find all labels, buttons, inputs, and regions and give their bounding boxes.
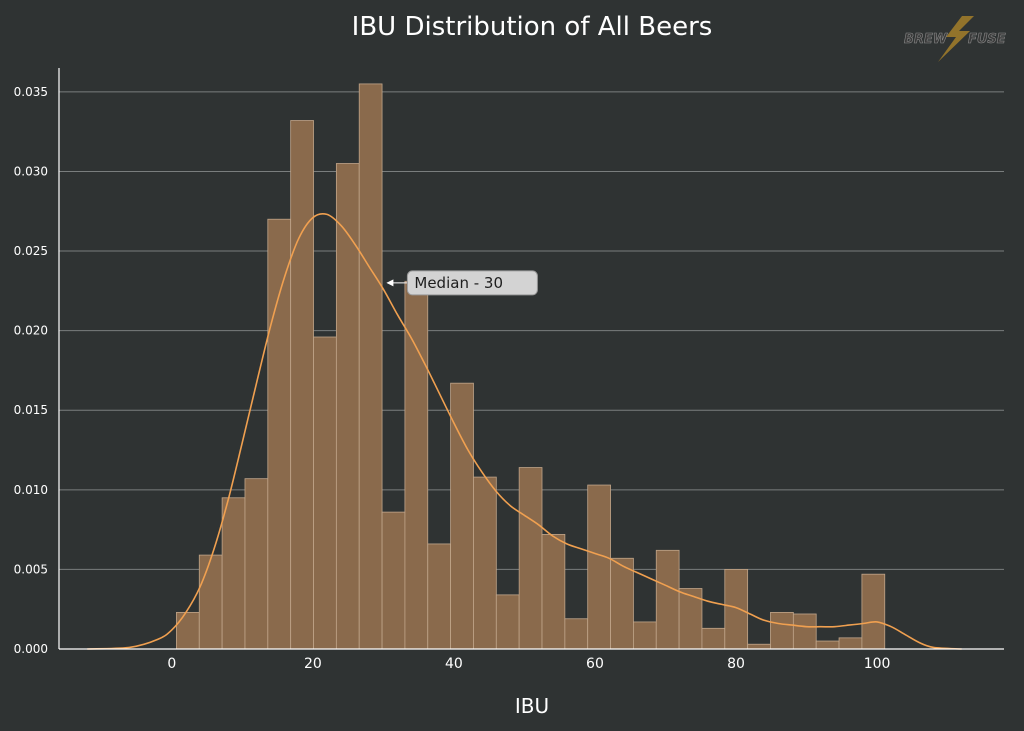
histogram-bar (381, 511, 406, 650)
histogram-bar (198, 554, 223, 650)
histogram-bar (313, 336, 337, 650)
histogram-bar (495, 594, 520, 650)
x-tick-label: 0 (167, 656, 176, 672)
brewfuse-logo: BREW FUSE (904, 16, 1006, 62)
x-tick-label: 60 (586, 656, 604, 672)
histogram-bar (404, 280, 429, 650)
x-tick-label: 20 (304, 656, 322, 672)
y-tick-label: 0.000 (14, 642, 48, 656)
annotation-median-label: Median - 30 (414, 274, 503, 292)
x-tick-label: 100 (864, 656, 891, 672)
histogram-bar (610, 557, 634, 650)
y-tick-label: 0.015 (14, 403, 48, 417)
kde-line (87, 212, 962, 650)
histogram-bar (838, 637, 863, 650)
chart-title: IBU Distribution of All Beers (352, 12, 713, 42)
y-axis-ticks: 0.000 0.005 0.010 0.015 0.020 0.025 0.030 0.035 (14, 85, 48, 656)
annotation-arrow-head (386, 279, 394, 287)
histogram-bar (518, 467, 543, 650)
histogram-bar (176, 611, 200, 650)
histogram-bar (747, 643, 771, 650)
x-tick-label: 40 (445, 656, 463, 672)
histogram-bar (655, 549, 680, 650)
histogram-bar (815, 640, 840, 650)
logo-text-right: FUSE (968, 32, 1006, 47)
x-axis-label: IBU (515, 694, 549, 718)
histogram-bar (770, 611, 794, 650)
axes (58, 68, 1004, 650)
annotation-box (406, 270, 538, 296)
histogram-bar (335, 163, 360, 650)
histogram-bar (358, 83, 383, 650)
histogram-bar (244, 478, 269, 650)
histogram-bar (290, 120, 314, 650)
y-tick-label: 0.020 (14, 324, 48, 338)
histogram-bar (861, 573, 886, 650)
kde-curve-layer (87, 212, 962, 650)
histogram-bar (564, 618, 589, 650)
logo-text-left: BREW (904, 32, 948, 47)
annotations: Median - 30 (386, 270, 538, 296)
histogram-bar (587, 484, 611, 650)
histogram-bar (473, 476, 497, 650)
histogram-bar (427, 543, 452, 650)
histogram-bar (221, 497, 246, 650)
histogram-bar (724, 569, 749, 650)
histogram-bar (633, 621, 657, 650)
x-tick-label: 80 (727, 656, 745, 672)
histogram-bars (176, 83, 886, 650)
y-tick-label: 0.030 (14, 164, 48, 178)
y-tick-label: 0.005 (14, 562, 48, 576)
histogram-bar (267, 218, 292, 650)
y-tick-label: 0.010 (14, 483, 48, 497)
lightning-bolt-icon (938, 16, 974, 62)
histogram-bar (701, 627, 726, 650)
histogram-bar (541, 533, 566, 650)
histogram-bar (792, 613, 817, 650)
y-tick-label: 0.025 (14, 244, 48, 258)
x-axis-ticks: 0 20 40 60 80 100 (167, 656, 890, 672)
y-tick-label: 0.035 (14, 85, 48, 99)
